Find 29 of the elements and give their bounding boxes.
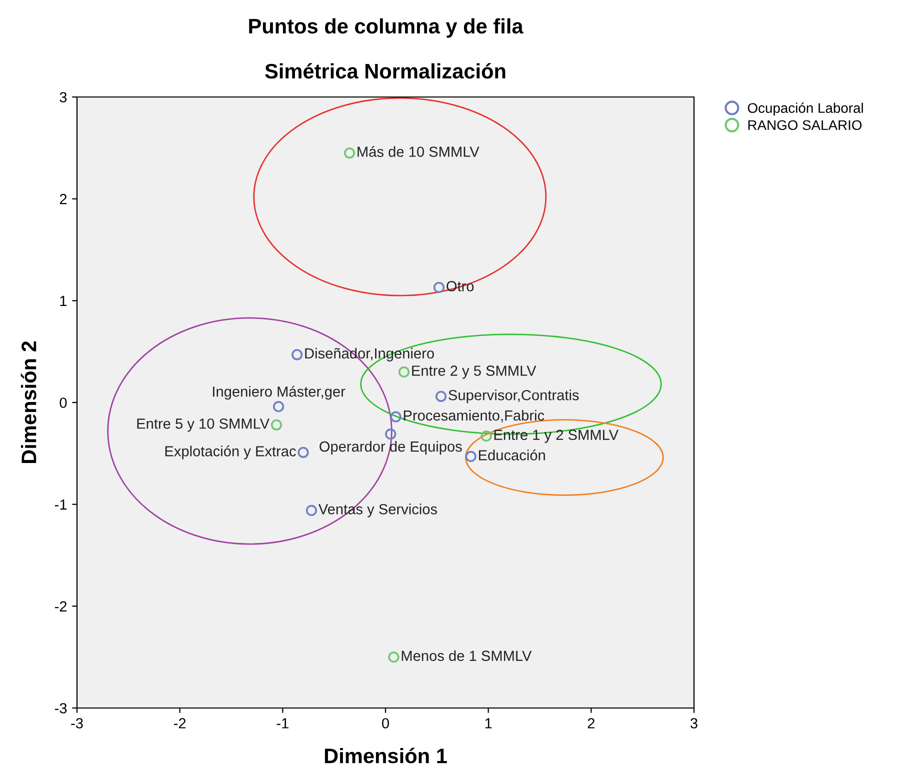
chart-subtitle: Simétrica Normalización bbox=[265, 63, 506, 79]
annotation: Ingeniero Máster,ger bbox=[213, 386, 346, 400]
legend-label: Ocupación Laboral bbox=[748, 102, 863, 116]
y-tick-label: 1 bbox=[60, 296, 67, 306]
legend-label: RANGO SALARIO bbox=[748, 120, 862, 130]
annotation: Educación bbox=[478, 450, 545, 460]
annotation: Explotación y Extrac bbox=[165, 446, 296, 460]
annotation: Supervisor,Contratis bbox=[448, 390, 579, 404]
y-tick-label: 2 bbox=[60, 194, 67, 204]
y-tick-label: 3 bbox=[60, 92, 67, 102]
annotation: Procesamiento,Fabric bbox=[404, 410, 544, 422]
x-tick-label: -1 bbox=[276, 718, 288, 728]
x-tick-label: 0 bbox=[382, 718, 389, 728]
y-tick-label: -3 bbox=[54, 703, 67, 714]
x-tick-label: -3 bbox=[71, 718, 83, 728]
annotation: Más de 10 SMMLV bbox=[358, 146, 480, 157]
x-tick-label: -2 bbox=[174, 718, 186, 728]
y-tick-label: -1 bbox=[54, 500, 67, 510]
chart-title: Puntos de columna y de fila bbox=[249, 18, 524, 38]
x-tick-label: 3 bbox=[690, 718, 698, 728]
x-tick-label: 2 bbox=[588, 718, 594, 728]
x-tick-label: 1 bbox=[485, 718, 492, 728]
y-axis-title: Dimensión 2 bbox=[20, 341, 36, 464]
y-tick-label: -2 bbox=[54, 601, 67, 612]
annotation: Entre 2 y 5 SMMLV bbox=[412, 366, 536, 379]
annotation: Menos de 1 SMMLV bbox=[402, 650, 532, 661]
annotation: Entre 5 y 10 SMMLV bbox=[137, 418, 270, 432]
x-axis-title: Dimensión 1 bbox=[324, 748, 447, 764]
y-tick-label: 0 bbox=[60, 398, 67, 408]
